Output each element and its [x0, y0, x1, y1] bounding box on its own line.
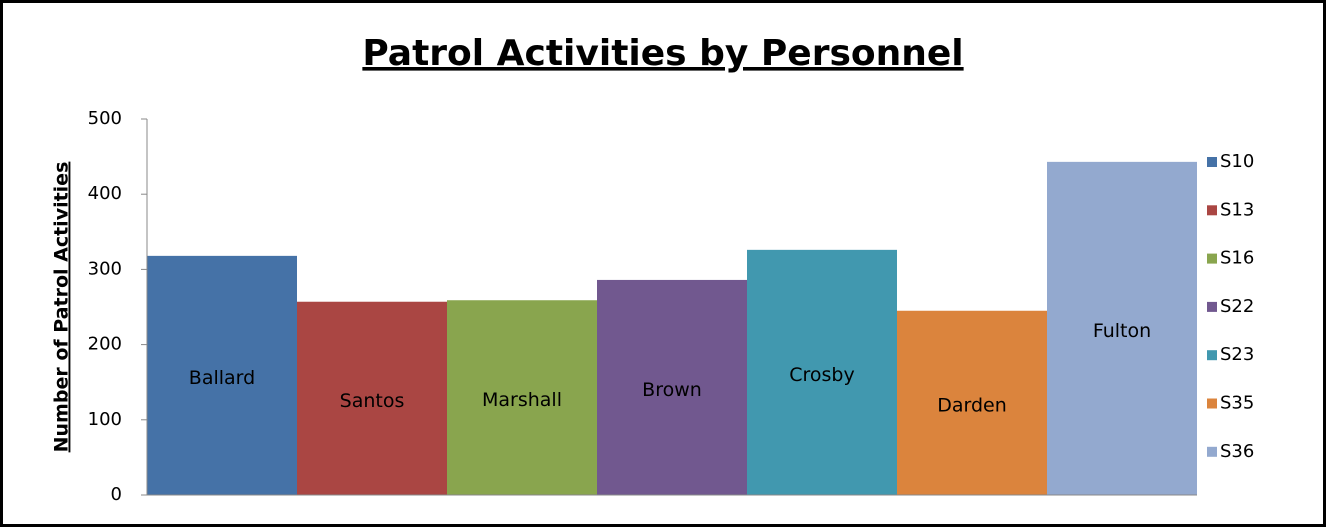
legend-label: S22	[1220, 296, 1254, 317]
bar	[597, 279, 747, 495]
bar-label: Santos	[340, 390, 405, 412]
y-tick-label: 0	[111, 484, 122, 505]
bar	[747, 249, 897, 495]
legend-swatch	[1207, 205, 1217, 216]
bar-label: Brown	[642, 379, 702, 401]
bar-label: Darden	[937, 394, 1007, 416]
legend-label: S16	[1220, 248, 1254, 269]
legend-swatch	[1207, 350, 1217, 361]
y-axis-label: Number of Patrol Activities	[51, 162, 73, 453]
legend-label: S10	[1220, 151, 1254, 172]
chart-title: Patrol Activities by Personnel	[362, 33, 963, 74]
legend-swatch	[1207, 446, 1217, 457]
bar-label: Ballard	[189, 367, 255, 389]
bar	[297, 301, 447, 495]
y-tick-label: 200	[88, 334, 122, 355]
legend-swatch	[1207, 398, 1217, 409]
legend-swatch	[1207, 253, 1217, 264]
legend-label: S13	[1220, 199, 1254, 220]
y-tick-label: 300	[88, 258, 122, 279]
legend-label: S36	[1220, 441, 1254, 462]
bar	[897, 310, 1047, 495]
bar	[147, 255, 297, 495]
legend-label: S35	[1220, 393, 1254, 414]
legend-swatch	[1207, 301, 1217, 312]
y-tick-label: 500	[88, 108, 122, 129]
bar-label: Fulton	[1093, 320, 1151, 342]
bar	[447, 300, 597, 495]
legend-label: S23	[1220, 344, 1254, 365]
y-tick-label: 100	[88, 409, 122, 430]
bar	[1047, 161, 1197, 495]
legend-swatch	[1207, 157, 1217, 167]
bar-label: Marshall	[482, 389, 562, 411]
y-tick-label: 400	[88, 183, 122, 204]
bar-label: Crosby	[789, 364, 855, 386]
